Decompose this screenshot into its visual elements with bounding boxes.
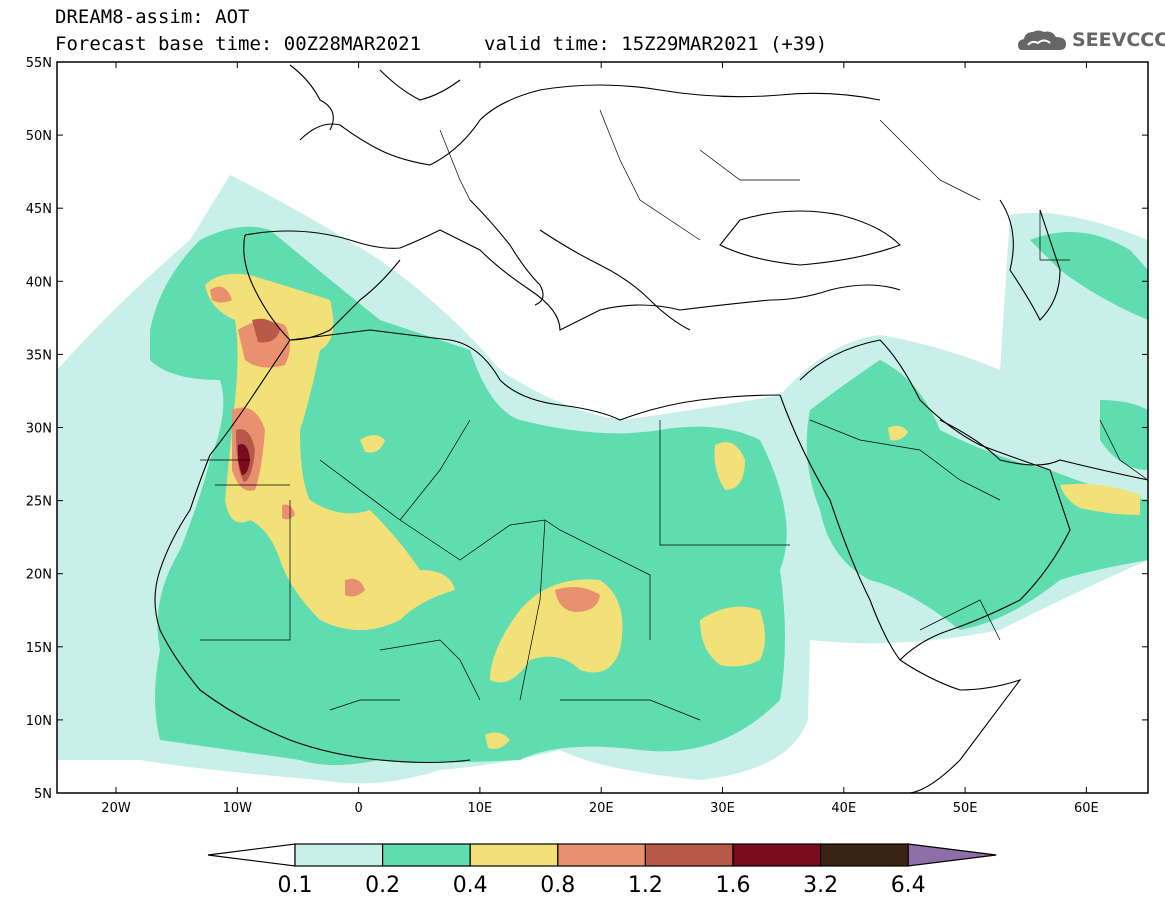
lon-label: 50E	[953, 801, 978, 816]
aot-band-1.6	[237, 444, 250, 475]
aot-band-0.2-east	[1030, 232, 1148, 320]
colorbar-bin	[819, 843, 909, 867]
colorbar-label: 1.6	[716, 873, 751, 898]
lat-label: 45N	[26, 202, 52, 217]
aot-band-0.4-small3	[485, 732, 510, 749]
lon-label: 30E	[710, 801, 735, 816]
lat-label: 15N	[26, 641, 52, 656]
aot-band-0.2-iran	[1100, 400, 1148, 470]
colorbar-label: 0.4	[453, 873, 488, 898]
aot-band-0.4-egypt	[714, 442, 745, 490]
map-title: DREAM8-assim: AOT	[55, 6, 250, 28]
aot-band-0.8-chad	[555, 586, 600, 612]
logo-text: SEEVCCC	[1072, 29, 1165, 51]
aot-band-0.4-small2	[888, 425, 908, 441]
colorbar-label: 3.2	[803, 873, 838, 898]
aot-band-0.8-small3	[282, 504, 295, 520]
lon-label: 40E	[831, 801, 856, 816]
colorbar-bin	[557, 843, 646, 867]
aot-band-1.2	[252, 318, 280, 343]
valid-time: valid time: 15Z29MAR2021 (+39)	[484, 33, 828, 55]
cloud-icon	[1018, 30, 1066, 50]
lat-label: 30N	[26, 422, 52, 437]
aot-band-0.8-small2	[345, 578, 365, 597]
longitude-axis: 20W 10W 0 10E 20E 30E 40E 50E 60E	[101, 62, 1099, 816]
colorbar-under-arrow	[207, 843, 296, 867]
lon-label: 60E	[1074, 801, 1099, 816]
lat-label: 35N	[26, 348, 52, 363]
colorbar-over-arrow	[907, 843, 997, 867]
lon-label: 20E	[589, 801, 614, 816]
aot-band-0.4-sudan	[700, 606, 765, 667]
lat-label: 10N	[26, 714, 52, 729]
colorbar-label: 6.4	[891, 873, 926, 898]
forecast-base-time: Forecast base time: 00Z28MAR2021	[55, 33, 422, 55]
lon-label: 0	[354, 801, 362, 816]
colorbar-label: 1.2	[628, 873, 663, 898]
colorbar-label: 0.2	[365, 873, 400, 898]
colorbar: 0.1 0.2 0.4 0.8 1.2 1.6 3.2 6.4	[207, 843, 997, 898]
colorbar-bin	[382, 843, 471, 867]
colorbar-bin	[469, 843, 559, 867]
lon-label: 20W	[101, 801, 131, 816]
lat-label: 20N	[26, 568, 52, 583]
coastlines	[154, 64, 1148, 793]
aot-field	[57, 62, 1148, 793]
latitude-axis: 55N 50N 45N 40N 35N 30N 25N 20N 15N 10N 5N	[26, 56, 1148, 802]
seevccc-logo: SEEVCCC	[1016, 26, 1165, 56]
lat-label: 55N	[26, 56, 52, 71]
lat-label: 5N	[34, 787, 52, 802]
colorbar-bin	[294, 843, 384, 867]
aot-map: 55N 50N 45N 40N 35N 30N 25N 20N 15N 10N 5N 20W 10W 0…	[26, 56, 1149, 816]
aot-band-0.4-small1	[360, 435, 385, 453]
lat-label: 25N	[26, 495, 52, 510]
lon-label: 10E	[468, 801, 493, 816]
colorbar-label: 0.1	[278, 873, 313, 898]
country-borders	[200, 109, 1148, 721]
lat-label: 50N	[26, 129, 52, 144]
aot-band-0.4-gulf	[1060, 483, 1140, 515]
colorbar-label: 0.8	[540, 873, 575, 898]
colorbar-bin	[644, 843, 734, 867]
lon-label: 10W	[223, 801, 253, 816]
aot-band-0.8-small1	[210, 286, 232, 303]
lat-label: 40N	[26, 275, 52, 290]
colorbar-bin	[732, 843, 822, 867]
